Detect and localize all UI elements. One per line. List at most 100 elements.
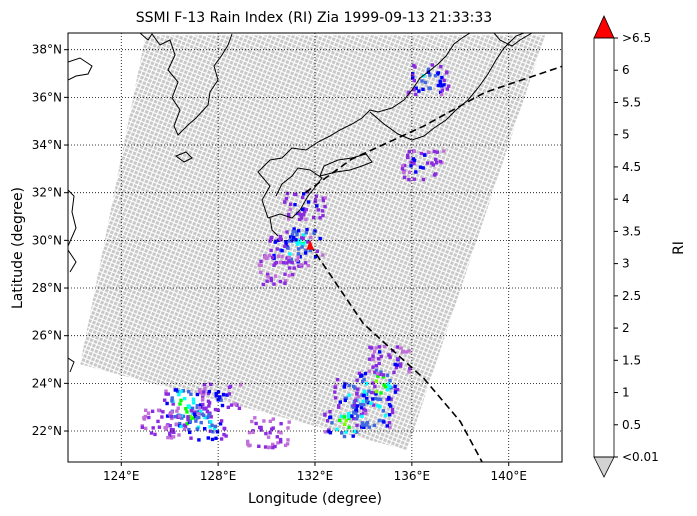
- rain-cell: [402, 175, 407, 180]
- rain-cell: [357, 371, 362, 375]
- rain-cell: [218, 422, 223, 426]
- rain-cell: [259, 270, 263, 274]
- rain-cell: [161, 410, 165, 414]
- rain-cell: [267, 253, 272, 258]
- rain-cell: [301, 207, 305, 211]
- rain-cell: [436, 83, 441, 88]
- rain-cell: [143, 414, 147, 419]
- rain-cell: [417, 89, 421, 93]
- rain-cell: [266, 272, 270, 277]
- rain-cell: [378, 405, 382, 409]
- rain-cell: [350, 414, 354, 418]
- rain-cell: [258, 425, 262, 430]
- rain-cell: [163, 426, 167, 430]
- rain-cell: [273, 444, 277, 449]
- rain-cell: [275, 435, 279, 439]
- colorbar-tick-label: 4: [622, 192, 630, 206]
- rain-cell: [333, 385, 337, 390]
- rain-cell: [264, 431, 268, 436]
- rain-cell: [362, 394, 366, 398]
- rain-cell: [347, 393, 351, 397]
- rain-cell: [273, 274, 278, 278]
- rain-cell: [428, 73, 432, 77]
- rain-cell: [316, 208, 320, 212]
- typhoon-track-south: [309, 244, 483, 462]
- map-area: [68, 33, 562, 462]
- rain-cell: [320, 209, 325, 213]
- rain-cell: [227, 392, 231, 396]
- rain-cell: [190, 406, 195, 410]
- rain-cell: [352, 403, 357, 407]
- rain-cell: [163, 398, 167, 402]
- rain-cell: [352, 405, 356, 410]
- rain-cell: [434, 172, 438, 176]
- rain-cell: [181, 389, 185, 393]
- x-tick-label: 136°E: [394, 469, 431, 483]
- rain-cell: [206, 399, 211, 403]
- rain-cell: [214, 392, 218, 396]
- rain-cell: [286, 246, 290, 250]
- rain-cell: [290, 233, 295, 237]
- rain-cell: [191, 397, 196, 401]
- rain-cell: [333, 396, 338, 400]
- rain-cell: [339, 414, 344, 418]
- rain-cell: [387, 421, 392, 425]
- rain-cell: [293, 203, 297, 207]
- rain-cell: [292, 266, 296, 270]
- rain-cell: [402, 170, 406, 175]
- rain-cell: [408, 366, 412, 371]
- rain-cell: [362, 389, 366, 394]
- rain-cell: [173, 415, 177, 419]
- rain-cell: [432, 149, 436, 154]
- rain-cell: [371, 365, 375, 369]
- rain-cell: [445, 87, 449, 91]
- rain-cell: [407, 150, 411, 154]
- rain-cell: [303, 261, 308, 265]
- colorbar-over-triangle: [593, 15, 615, 39]
- rain-cell: [179, 424, 183, 429]
- rain-cell: [342, 415, 347, 419]
- colorbar: [593, 15, 615, 478]
- rain-cell: [385, 424, 389, 428]
- colorbar-frame: [593, 37, 615, 458]
- colorbar-tick-label: 4.5: [622, 160, 641, 174]
- x-tick-label: 140°E: [490, 469, 527, 483]
- rain-cell: [287, 217, 291, 221]
- rain-cell: [191, 416, 195, 420]
- rain-cell: [372, 349, 377, 354]
- rain-cell: [360, 373, 364, 378]
- rain-cell: [351, 417, 356, 421]
- rain-cell: [219, 437, 224, 441]
- rain-cell: [337, 405, 341, 409]
- rain-cell: [192, 412, 197, 416]
- rain-cell: [306, 240, 310, 244]
- rain-cell: [371, 357, 375, 362]
- rain-cell: [209, 415, 213, 419]
- rain-cell: [304, 248, 308, 252]
- rain-cell: [421, 87, 425, 91]
- x-axis-ticks: 124°E 128°E 132°E 136°E 140°E: [103, 462, 527, 483]
- rain-cell: [395, 345, 400, 349]
- rain-cell: [388, 355, 392, 359]
- rain-cell: [289, 258, 293, 262]
- rain-cell: [323, 204, 327, 209]
- rain-cell: [306, 200, 311, 204]
- rain-cell: [177, 392, 181, 397]
- rain-cell: [286, 426, 290, 430]
- storm-center-marker: [306, 239, 314, 250]
- rain-cell: [381, 373, 386, 377]
- rain-cell: [400, 164, 405, 168]
- rain-cell: [257, 263, 262, 267]
- rain-cell: [285, 261, 289, 265]
- typhoon-track: [304, 65, 562, 194]
- rain-cell: [387, 402, 392, 407]
- gridlines: [68, 33, 562, 462]
- x-tick-label: 132°E: [297, 469, 334, 483]
- chart-title: SSMI F-13 Rain Index (RI) Zia 1999-09-13…: [136, 10, 492, 26]
- rain-cell: [419, 151, 423, 156]
- rain-cell: [344, 418, 348, 423]
- rain-cell: [259, 259, 263, 264]
- rain-cell: [147, 415, 151, 420]
- rain-cell: [300, 245, 304, 249]
- rain-cell: [386, 382, 391, 386]
